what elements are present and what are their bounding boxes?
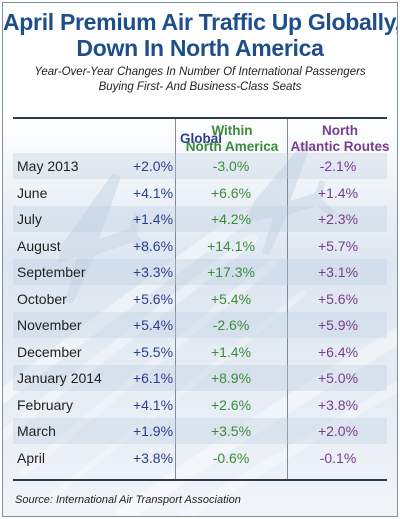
value-cell: +4.2% [210, 211, 252, 227]
value-cell: -0.6% [212, 449, 250, 466]
value-cell: +8.6% [132, 237, 174, 254]
header-within-north-america: Within North America [175, 123, 289, 155]
value-cell: +3.1% [317, 264, 359, 280]
table-row: February +4.1% +2.6% +3.8% [13, 392, 387, 418]
table-row: September +3.3% +17.3% +3.1% [13, 259, 387, 285]
table-row: July +1.4% +4.2% +2.3% [13, 206, 387, 232]
value-cell: +6.1% [132, 370, 174, 386]
table-row: March +1.9% +3.5% +2.0% [13, 418, 387, 444]
table-row: May 2013 +2.0% -3.0% -2.1% [13, 153, 387, 179]
value-cell: +2.3% [317, 211, 359, 227]
value-cell: +14.1% [207, 237, 255, 254]
value-cell: +3.8% [132, 449, 174, 466]
value-cell: +2.6% [210, 396, 252, 413]
header-within-line-1: Within [211, 123, 253, 138]
value-cell: +17.3% [207, 264, 255, 280]
value-cell: +6.4% [317, 343, 359, 360]
value-cell: +2.0% [317, 423, 359, 439]
chart-title: April Premium Air Traffic Up Globally, D… [3, 9, 397, 61]
value-cell: +1.4% [317, 184, 359, 201]
value-cell: +2.0% [132, 158, 174, 174]
value-cell: +5.9% [317, 317, 359, 333]
value-cell: +6.6% [210, 184, 252, 201]
table-row: November +5.4% -2.6% +5.9% [13, 312, 387, 338]
row-label: November [17, 317, 82, 333]
value-cell: +3.3% [132, 264, 174, 280]
column-divider-1 [175, 119, 176, 479]
value-cell: +1.4% [132, 211, 174, 227]
row-label: October [17, 290, 67, 307]
subtitle-line-1: Year-Over-Year Changes In Number Of Inte… [34, 66, 366, 78]
row-label: June [17, 184, 48, 201]
header-global: Global [171, 131, 231, 147]
header-north-atlantic: North Atlantic Routes [285, 123, 395, 155]
value-cell: -2.6% [212, 317, 250, 333]
header-atlantic-line-1: North [322, 123, 358, 138]
table-bottom-rule [13, 479, 387, 481]
value-cell: +1.9% [132, 423, 174, 439]
row-label: May 2013 [17, 158, 79, 174]
value-cell: +4.1% [132, 396, 174, 413]
row-label: December [17, 343, 82, 360]
value-cell: +4.1% [132, 184, 174, 201]
value-cell: +5.6% [132, 290, 174, 307]
value-cell: +3.5% [210, 423, 252, 439]
value-cell: +8.9% [210, 370, 252, 386]
title-line-2: Down In North America [76, 35, 324, 61]
row-label: July [17, 211, 42, 227]
table-row: January 2014 +6.1% +8.9% +5.0% [13, 365, 387, 391]
value-cell: -2.1% [319, 158, 357, 174]
table-row: April +3.8% -0.6% -0.1% [13, 445, 387, 471]
subtitle-line-2: Buying First- And Business-Class Seats [98, 81, 302, 93]
value-cell: +5.4% [132, 317, 174, 333]
row-label: February [17, 396, 74, 413]
airplane-contrail-art [3, 143, 397, 516]
row-label: March [17, 423, 56, 439]
row-label: April [17, 449, 46, 466]
value-cell: -0.1% [319, 449, 357, 466]
header-atlantic-line-2: Atlantic Routes [290, 139, 390, 154]
chart-subtitle: Year-Over-Year Changes In Number Of Inte… [3, 65, 397, 95]
table-row: June +4.1% +6.6% +1.4% [13, 180, 387, 206]
table-row: October +5.6% +5.4% +5.6% [13, 286, 387, 312]
table-row: December +5.5% +1.4% +6.4% [13, 339, 387, 365]
value-cell: +5.7% [317, 237, 359, 254]
source-note: Source: International Air Transport Asso… [15, 494, 241, 506]
value-cell: +1.4% [210, 343, 252, 360]
value-cell: -3.0% [212, 158, 250, 174]
row-label: January 2014 [17, 370, 102, 386]
value-cell: +5.6% [317, 290, 359, 307]
row-label: September [17, 264, 86, 280]
table-top-rule [13, 117, 387, 119]
row-label: August [17, 237, 61, 254]
title-line-1: April Premium Air Traffic Up Globally, [3, 9, 398, 35]
value-cell: +5.0% [317, 370, 359, 386]
header-global-line-1: Global [179, 131, 222, 146]
value-cell: +3.8% [317, 396, 359, 413]
column-divider-2 [287, 119, 288, 479]
value-cell: +5.4% [210, 290, 252, 307]
value-cell: +5.5% [132, 343, 174, 360]
header-within-line-2: North America [185, 139, 279, 154]
table-row: August +8.6% +14.1% +5.7% [13, 233, 387, 259]
